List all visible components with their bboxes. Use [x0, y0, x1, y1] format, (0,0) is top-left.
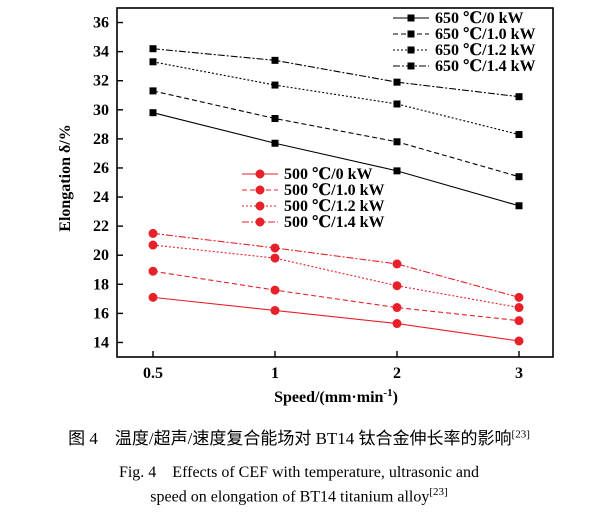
figure-caption-english-line2: speed on elongation of BT14 titanium all…	[150, 486, 448, 506]
temp500-legend-marker-0	[255, 169, 265, 179]
series-line-3	[152, 48, 520, 98]
y-tick-label-24: 24	[93, 189, 109, 206]
data-point-s1-2	[393, 138, 401, 146]
temp500-legend-label-3: 500 ℃/1.4 kW	[284, 214, 385, 231]
y-tick-label-18: 18	[93, 276, 109, 293]
data-point-s2-2	[393, 100, 401, 108]
data-point-s6-1	[270, 253, 280, 263]
figure-caption-chinese: 图 4 温度/超声/速度复合能场对 BT14 钛合金伸长率的影响[23]	[68, 428, 530, 448]
data-point-s4-3	[514, 336, 524, 346]
data-point-s4-1	[270, 305, 280, 315]
y-tick-label-16: 16	[93, 305, 109, 322]
series-line-5	[152, 270, 520, 322]
data-point-s5-3	[514, 316, 524, 326]
temp650-legend-marker-3	[407, 62, 415, 70]
series-line-4	[152, 296, 520, 342]
data-point-s7-1	[270, 243, 280, 253]
y-tick-label-30: 30	[93, 102, 109, 119]
temp500-legend-marker-1	[255, 185, 265, 195]
temp650-legend-label-1: 650 ℃/1.0 kW	[435, 26, 536, 43]
y-tick-label-34: 34	[93, 44, 109, 61]
y-tick-label-26: 26	[93, 160, 109, 177]
data-point-s7-2	[392, 259, 402, 269]
data-point-s6-3	[514, 303, 524, 313]
y-axis-title: Elongation δ/%	[57, 124, 74, 231]
data-point-s6-0	[148, 240, 158, 250]
data-point-s5-0	[148, 266, 158, 276]
data-point-s3-1	[271, 56, 279, 64]
series-line-2	[152, 61, 520, 136]
series-line-7	[152, 232, 520, 298]
data-point-s0-3	[515, 202, 523, 210]
data-point-s3-0	[149, 45, 157, 53]
temp650-legend-marker-1	[407, 30, 415, 38]
data-point-s0-0	[149, 109, 157, 117]
temp650-legend-label-3: 650 ℃/1.4 kW	[435, 58, 536, 75]
data-point-s1-0	[149, 87, 157, 95]
data-point-s7-0	[148, 228, 158, 238]
data-point-s0-1	[271, 139, 279, 147]
data-point-s3-2	[393, 78, 401, 86]
data-point-s1-1	[271, 115, 279, 123]
data-point-s4-2	[392, 319, 402, 329]
y-tick-label-14: 14	[93, 334, 109, 351]
x-tick-label-0.5: 0.5	[143, 365, 163, 382]
x-axis-title: Speed/(mm·min-1)	[274, 387, 398, 406]
temp500-legend-marker-2	[255, 201, 265, 211]
temp500-legend-label-0: 500 ℃/0 kW	[284, 166, 373, 183]
data-point-s3-3	[515, 93, 523, 101]
temp500-legend-label-2: 500 ℃/1.2 kW	[284, 198, 385, 215]
data-point-s2-3	[515, 131, 523, 139]
data-point-s6-2	[392, 281, 402, 291]
temp650-legend-marker-0	[407, 14, 415, 22]
data-point-s4-0	[148, 292, 158, 302]
y-tick-label-32: 32	[93, 73, 109, 90]
series-line-1	[152, 90, 520, 178]
data-point-s1-3	[515, 173, 523, 181]
data-point-s7-3	[514, 292, 524, 302]
temp650-legend-label-2: 650 ℃/1.2 kW	[435, 42, 536, 59]
data-point-s2-0	[149, 58, 157, 66]
x-tick-label-1: 1	[271, 365, 279, 382]
data-point-s0-2	[393, 167, 401, 175]
series-line-0	[152, 112, 520, 207]
plot-frame	[116, 7, 554, 358]
data-point-s5-1	[270, 285, 280, 295]
temp500-legend-marker-3	[255, 217, 265, 227]
data-point-s5-2	[392, 303, 402, 313]
elongation-chart: 14 16 18 20 22 24 26 28 30 32 34 36 0.5 1 2 3 650 ℃/0 kW…	[57, 7, 554, 406]
y-tick-label-20: 20	[93, 247, 109, 264]
x-tick-label-2: 2	[393, 365, 401, 382]
data-point-s2-1	[271, 81, 279, 89]
figure-caption-english-line1: Fig. 4 Effects of CEF with temperature, …	[118, 464, 480, 481]
plot-area: 14 16 18 20 22 24 26 28 30 32 34 36 0.5 1 2 3 650 ℃/0 kW…	[93, 7, 554, 382]
x-tick-label-3: 3	[515, 365, 523, 382]
temp500-legend-label-1: 500 ℃/1.0 kW	[284, 182, 385, 199]
temp650-legend-marker-2	[407, 46, 415, 54]
y-tick-label-36: 36	[93, 15, 109, 32]
temp650-legend-label-0: 650 ℃/0 kW	[435, 10, 524, 27]
y-tick-label-22: 22	[93, 218, 109, 235]
series-line-6	[152, 244, 520, 309]
y-tick-label-28: 28	[93, 131, 109, 148]
